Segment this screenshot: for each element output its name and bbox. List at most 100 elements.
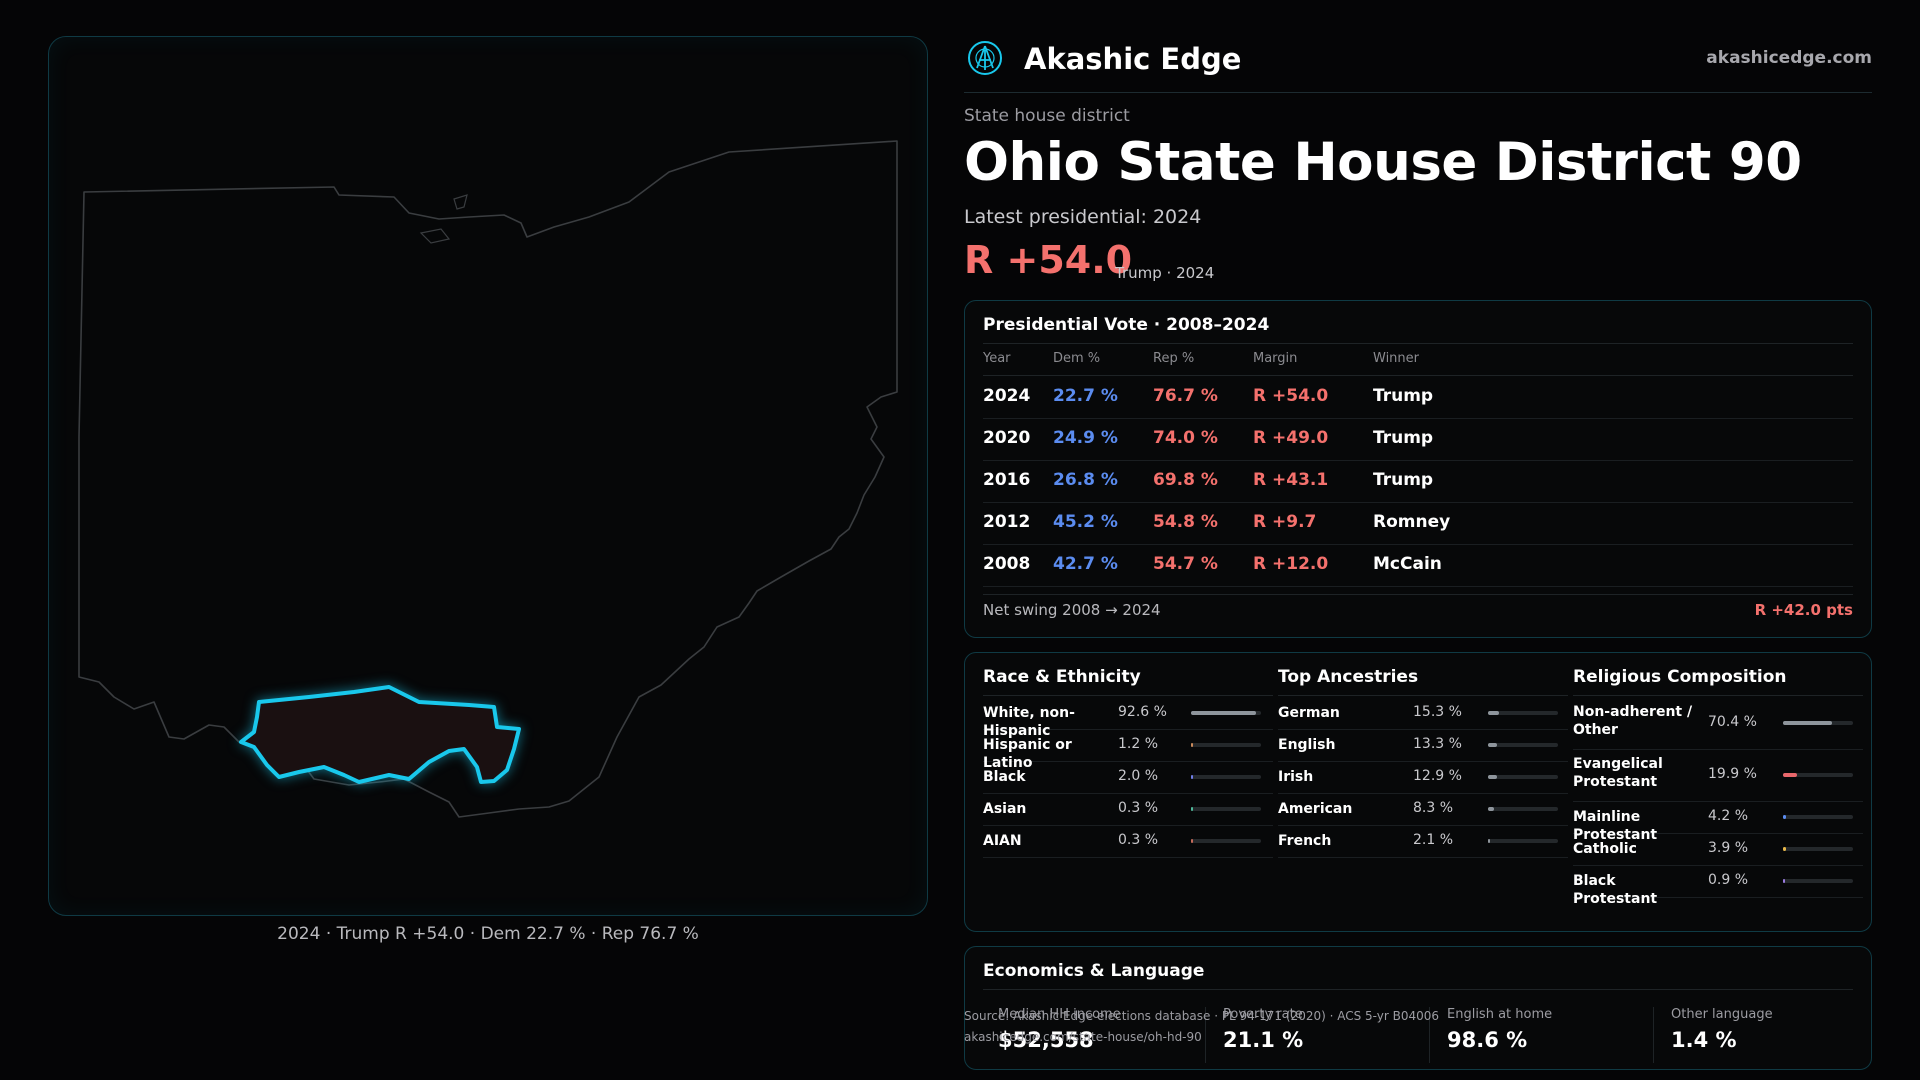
row-percent: 0.3 % <box>1118 832 1159 848</box>
economics-card: Economics & Language Median HH income $5… <box>964 946 1872 1070</box>
stat-value: $52,558 <box>998 1028 1094 1052</box>
row-percent: 8.3 % <box>1413 800 1454 816</box>
district-map[interactable] <box>49 37 927 915</box>
brand-name[interactable]: Akashic Edge <box>1024 42 1242 76</box>
cell-margin: R +43.1 <box>1253 470 1329 490</box>
row-bar-fill <box>1488 807 1494 811</box>
ancestry-title: Top Ancestries <box>1278 667 1419 687</box>
cell-year: 2024 <box>983 386 1031 406</box>
list-item[interactable]: German 15.3 % <box>1278 697 1568 730</box>
cell-year: 2020 <box>983 428 1031 448</box>
list-item[interactable]: Catholic 3.9 % <box>1573 833 1863 866</box>
list-item[interactable]: Evangelical Protestant 19.9 % <box>1573 749 1863 802</box>
economics-title: Economics & Language <box>983 961 1205 981</box>
row-label: German <box>1278 705 1340 721</box>
demographics-card: Race & Ethnicity White, non-Hispanic 92.6… <box>964 652 1872 932</box>
row-bar-track <box>1191 839 1261 843</box>
row-label: White, non-Hispanic <box>983 705 1075 739</box>
cell-margin: R +49.0 <box>1253 428 1329 448</box>
cell-margin: R +12.0 <box>1253 554 1329 574</box>
row-label: Irish <box>1278 769 1314 785</box>
row-bar-fill <box>1783 721 1833 725</box>
header-dem: Dem % <box>1053 351 1101 366</box>
list-item[interactable]: English 13.3 % <box>1278 729 1568 762</box>
divider <box>1573 695 1863 696</box>
divider <box>983 594 1853 595</box>
island-shape <box>453 194 468 210</box>
stat-label: Median HH income <box>998 1007 1121 1022</box>
headline-margin: R +54.0 <box>964 238 1133 282</box>
cell-rep: 76.7 % <box>1153 386 1218 406</box>
district-kind: State house district <box>964 106 1130 126</box>
list-item[interactable]: Irish 12.9 % <box>1278 761 1568 794</box>
row-bar-track <box>1191 711 1261 715</box>
table-row[interactable]: 2020 24.9 % 74.0 % R +49.0 Trump <box>983 418 1853 461</box>
row-bar-fill <box>1191 743 1193 747</box>
row-label: English <box>1278 737 1336 753</box>
latest-presidential-label: Latest presidential: 2024 <box>964 206 1202 228</box>
district-highlight[interactable] <box>239 685 521 784</box>
cell-dem: 26.8 % <box>1053 470 1118 490</box>
row-label: French <box>1278 833 1332 849</box>
row-percent: 70.4 % <box>1708 714 1757 730</box>
list-item[interactable]: Black Protestant 0.9 % <box>1573 865 1863 907</box>
row-bar-track <box>1783 773 1853 777</box>
ancestry-section: Top Ancestries German 15.3 % English 13.3 %… <box>1278 653 1568 931</box>
table-row[interactable]: 2016 26.8 % 69.8 % R +43.1 Trump <box>983 460 1853 503</box>
cell-year: 2012 <box>983 512 1031 532</box>
row-percent: 1.2 % <box>1118 736 1159 752</box>
table-row[interactable]: 2024 22.7 % 76.7 % R +54.0 Trump <box>983 376 1853 419</box>
stat-poverty-rate: Poverty rate 21.1 % <box>1223 1007 1303 1052</box>
brand-bar: Akashic Edge akashicedge.com <box>964 38 1872 93</box>
row-bar-fill <box>1191 775 1193 779</box>
cell-winner: Trump <box>1373 386 1434 406</box>
header-year: Year <box>983 351 1011 366</box>
row-bar-track <box>1488 775 1558 779</box>
list-item[interactable]: Hispanic or Latino 1.2 % <box>983 729 1273 771</box>
divider <box>1653 1007 1654 1063</box>
cell-year: 2008 <box>983 554 1031 574</box>
stat-other-language: Other language 1.4 % <box>1671 1007 1773 1052</box>
row-label: Hispanic or Latino <box>983 737 1072 771</box>
table-row[interactable]: 2008 42.7 % 54.7 % R +12.0 McCain <box>983 544 1853 587</box>
brand-url-link[interactable]: akashicedge.com <box>1706 48 1872 68</box>
row-label: Asian <box>983 801 1027 817</box>
source-line: Source: Akashic Edge elections database … <box>964 1009 1440 1023</box>
akashic-edge-logo-icon[interactable] <box>967 40 1003 76</box>
stat-value: 98.6 % <box>1447 1028 1528 1052</box>
row-bar-fill <box>1783 879 1785 883</box>
row-bar-fill <box>1191 711 1256 715</box>
row-bar-track <box>1783 815 1853 819</box>
divider <box>1278 695 1568 696</box>
row-bar-track <box>1191 775 1261 779</box>
row-percent: 3.9 % <box>1708 840 1749 856</box>
cell-rep: 69.8 % <box>1153 470 1218 490</box>
map-panel[interactable] <box>48 36 928 916</box>
list-item[interactable]: Black 2.0 % <box>983 761 1273 794</box>
list-item[interactable]: AIAN 0.3 % <box>983 825 1273 858</box>
row-bar-fill <box>1783 815 1786 819</box>
divider <box>983 343 1853 344</box>
row-label: Black Protestant <box>1573 873 1658 907</box>
row-bar-track <box>1488 839 1558 843</box>
list-item[interactable]: American 8.3 % <box>1278 793 1568 826</box>
row-bar-track <box>1783 721 1853 725</box>
race-title: Race & Ethnicity <box>983 667 1141 687</box>
list-item[interactable]: French 2.1 % <box>1278 825 1568 858</box>
row-label: AIAN <box>983 833 1022 849</box>
table-row[interactable]: 2012 45.2 % 54.8 % R +9.7 Romney <box>983 502 1853 545</box>
stat-value: 1.4 % <box>1671 1028 1737 1052</box>
header-winner: Winner <box>1373 351 1420 366</box>
row-bar-fill <box>1191 839 1193 843</box>
list-item[interactable]: Asian 0.3 % <box>983 793 1273 826</box>
source-link[interactable]: akashicedge.com/state-house/oh-hd-90 <box>964 1030 1202 1044</box>
cell-margin: R +9.7 <box>1253 512 1317 532</box>
row-percent: 15.3 % <box>1413 704 1462 720</box>
state-outline <box>78 140 898 818</box>
presidential-vote-card: Presidential Vote · 2008–2024 Year Dem %… <box>964 300 1872 638</box>
race-ethnicity-section: Race & Ethnicity White, non-Hispanic 92.6… <box>983 653 1273 931</box>
list-item[interactable]: Non-adherent / Other 70.4 % <box>1573 697 1863 750</box>
row-bar-track <box>1191 807 1261 811</box>
list-item[interactable]: White, non-Hispanic 92.6 % <box>983 697 1273 739</box>
list-item[interactable]: Mainline Protestant 4.2 % <box>1573 801 1863 843</box>
